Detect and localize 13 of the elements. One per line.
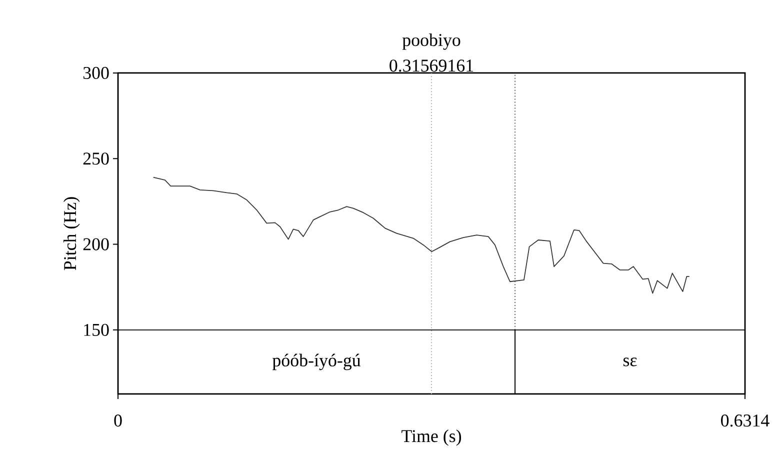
annotation: póób-íyó-gú [272, 354, 361, 370]
line-series [152, 176, 690, 294]
annotation: poobiyo [402, 33, 460, 50]
y-tick-label: 300 [83, 66, 109, 80]
x-axis-title: Time (s) [402, 430, 462, 446]
ref-line-label: 0.31569161 [390, 60, 474, 72]
annotation: sɛ [623, 358, 637, 366]
y-tick-label: 150 [84, 324, 109, 336]
y-axis-title: Pitch (Hz) [63, 197, 80, 270]
y-tick-label: 250 [83, 152, 109, 165]
x-tick-label: 0.6314 [721, 414, 770, 427]
x-tick-label: 0 [114, 414, 122, 427]
y-tick-label: 200 [83, 238, 109, 250]
